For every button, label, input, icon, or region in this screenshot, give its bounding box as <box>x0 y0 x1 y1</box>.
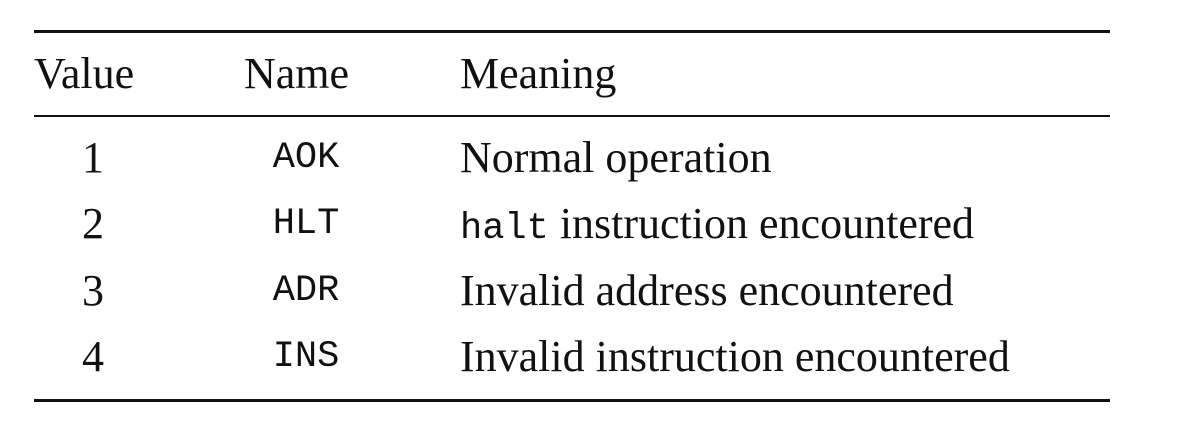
header-value: Value <box>34 49 135 98</box>
row-name: INS <box>272 336 340 378</box>
row-value: 2 <box>82 199 104 248</box>
table-row: 1 AOK Normal operation <box>34 128 1110 188</box>
row-value: 4 <box>82 332 104 381</box>
row-meaning: Invalid address encountered <box>460 261 954 321</box>
row-meaning: Invalid instruction encountered <box>460 327 1010 387</box>
row-meaning-text: instruction encountered <box>548 199 975 248</box>
row-name: AOK <box>272 137 340 179</box>
header-rule <box>34 115 1110 117</box>
row-meaning-text: Invalid address encountered <box>460 266 954 315</box>
row-value: 3 <box>82 266 104 315</box>
row-meaning: halt instruction encountered <box>460 194 974 254</box>
row-meaning-code: halt <box>460 208 549 250</box>
header-name: Name <box>244 49 350 98</box>
top-rule <box>34 30 1110 33</box>
bottom-rule <box>34 399 1110 402</box>
row-name: ADR <box>272 270 340 312</box>
row-meaning: Normal operation <box>460 128 772 188</box>
row-name: HLT <box>272 203 340 245</box>
header-meaning: Meaning <box>460 49 617 98</box>
table-row: 2 HLT halt instruction encountered <box>34 194 1110 254</box>
table-row: 4 INS Invalid instruction encountered <box>34 327 1110 387</box>
row-meaning-text: Invalid instruction encountered <box>460 332 1010 381</box>
row-meaning-text: Normal operation <box>460 133 772 182</box>
table-row: 3 ADR Invalid address encountered <box>34 261 1110 321</box>
row-value: 1 <box>82 133 104 182</box>
